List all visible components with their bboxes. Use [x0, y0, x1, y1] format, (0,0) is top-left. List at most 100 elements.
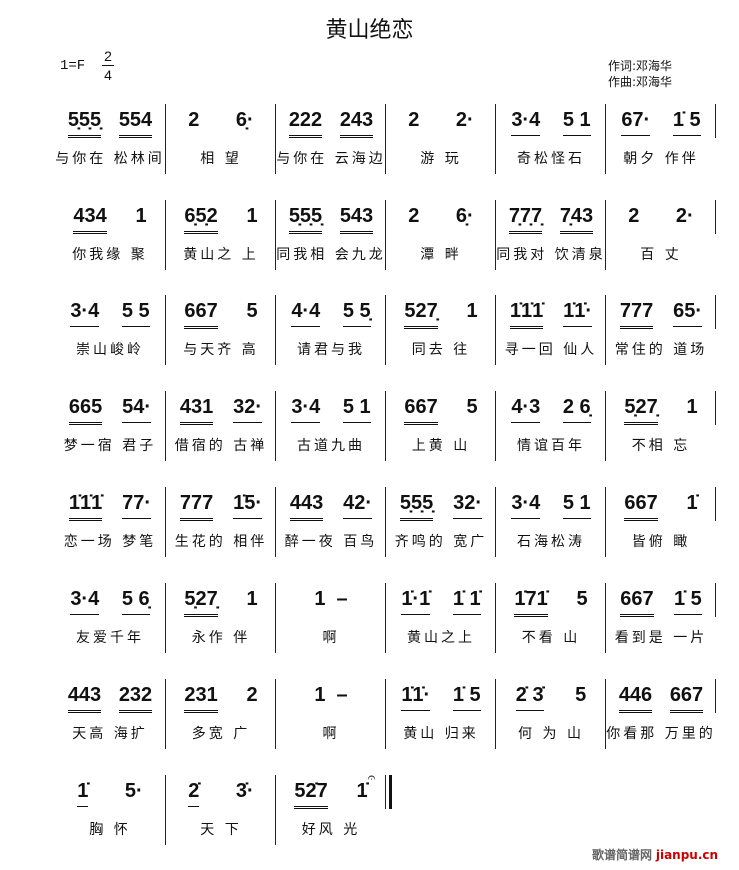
- note-group: 5: [246, 300, 258, 322]
- measure: 1̇ 5· 胸 怀: [55, 775, 165, 845]
- measure-notes: 777 65·: [610, 295, 712, 333]
- note-group: 2: [628, 205, 640, 227]
- measure-notes: 443 232: [59, 679, 161, 717]
- note-group: 32·: [233, 395, 263, 423]
- note-group: 3·4: [511, 491, 541, 519]
- lyric: 百 丈: [640, 247, 682, 263]
- lyric: 游 玩: [420, 151, 462, 167]
- lyric: 黄山之上: [407, 630, 475, 646]
- note-group: 5̣27̣: [184, 587, 218, 617]
- lyric: 啊: [322, 630, 340, 646]
- measure-notes: 3·4 5 6̣: [59, 583, 161, 621]
- measure: 777 1̇5· 生花的 相伴: [165, 487, 276, 557]
- note-group: 2·: [675, 205, 694, 227]
- note-group: 2̇ 3̇: [515, 683, 544, 711]
- measure-notes: 527̣ 1: [390, 295, 492, 333]
- lyric: 朝夕 作伴: [623, 151, 699, 167]
- lyric: 崇山峻岭: [76, 342, 144, 358]
- fraction-line: [102, 65, 114, 66]
- lyric: 好风 光: [301, 822, 361, 838]
- measure: 2̇ 3̇ 5 何 为 山: [495, 679, 606, 749]
- note-group: 5̣27̣: [624, 395, 658, 425]
- lyric: 永作 伴: [191, 630, 251, 646]
- measure: 443 232 天高 海扩: [55, 679, 165, 749]
- lyric: 同去 往: [411, 342, 471, 358]
- measure: 5̣5̣5̣ 32· 齐鸣的 宽广: [385, 487, 496, 557]
- measure: 2̇ 3̇· 天 下: [165, 775, 276, 845]
- watermark-cn: 歌谱简谱网: [592, 848, 653, 862]
- measure: 5̣27̣ 1 不相 忘: [605, 391, 716, 461]
- note-group: 1̇ 5: [452, 683, 481, 711]
- note-group: 5: [576, 588, 588, 610]
- note-group: 67·: [621, 108, 651, 136]
- note-group: 1: [246, 205, 258, 227]
- note-group: 5·: [124, 780, 143, 802]
- note-group: 443: [67, 683, 102, 713]
- measure-notes: 2 6̣·: [170, 104, 272, 142]
- measure-notes: 231 2: [170, 679, 272, 717]
- measure: 527̣ 1 同去 往: [385, 295, 496, 365]
- measure-notes: 3·4 5 1: [500, 104, 602, 142]
- measure: 777 65· 常住的 道场: [605, 295, 716, 365]
- measure-notes: 665 54·: [59, 391, 161, 429]
- note-group: 2·: [455, 109, 474, 131]
- lyric: 上黄 山: [411, 438, 471, 454]
- measure: 3·4 5 1 奇松怪石: [495, 104, 606, 174]
- note-group: 7̣43: [559, 204, 594, 234]
- measure-notes: 1̇·1̇ 1̇ 1̇: [390, 583, 492, 621]
- measure-notes: 5̣5̣5̣ 543: [280, 200, 382, 238]
- fermata-icon: 𝄐: [367, 769, 376, 785]
- note-group: 667: [404, 395, 438, 425]
- note-group: 4·4: [291, 299, 321, 327]
- lyric: 古道九曲: [297, 438, 365, 454]
- note-group: 6̣·: [455, 205, 474, 227]
- note-group: 5 1: [562, 491, 591, 519]
- watermark: 歌谱简谱网 jianpu.cn: [592, 846, 718, 863]
- measure: 52̇7 1̇ 𝄐 好风 光: [275, 769, 386, 845]
- measure: 1̇·1̇ 1̇ 1̇ 黄山之上: [385, 583, 496, 653]
- note-group: 1̇1̇·: [401, 683, 431, 711]
- measure: 2 2· 百 丈: [605, 200, 716, 270]
- measure: 665 54· 梦一宿 君子: [55, 391, 165, 461]
- measure: 3·4 5 1 石海松涛: [495, 487, 606, 557]
- note-group: 222: [288, 108, 323, 138]
- lyric: 奇松怪石: [517, 151, 585, 167]
- measure: 1̇71̇ 5 不看 山: [495, 583, 606, 653]
- composer: 作曲:邓海华: [608, 75, 673, 89]
- lyric: 借宿的 古禅: [174, 438, 268, 454]
- note-group: 1̇1̇1̇: [68, 491, 103, 521]
- note-group: 5̣5̣5̣: [67, 108, 102, 138]
- note-group: 3·4: [291, 395, 321, 423]
- time-signature-top: 2: [104, 48, 112, 64]
- barline: [715, 487, 716, 521]
- note-group: 5: [575, 684, 587, 706]
- lyric: 胸 怀: [89, 822, 131, 838]
- note-group: 777: [179, 491, 214, 521]
- measure-notes: 3·4 5 5: [59, 295, 161, 333]
- measure-notes: 1̇1̇· 1̇ 5: [390, 679, 492, 717]
- lyric: 不看 山: [521, 630, 581, 646]
- lyric: 常住的 道场: [614, 342, 708, 358]
- barline: [715, 104, 716, 138]
- lyric: 与你在 松林间: [55, 151, 165, 167]
- measure: 5̣27̣ 1 永作 伴: [165, 583, 276, 653]
- note-group: 4·3: [511, 395, 541, 423]
- measure-notes: 667 1̇ 5: [610, 583, 712, 621]
- note-group: 543: [339, 204, 374, 234]
- note-group: 2: [408, 205, 420, 227]
- lyric: 看到是 一片: [614, 630, 708, 646]
- measure-notes: 1̇1̇1̇ 77·: [59, 487, 161, 525]
- lyric: 请君与我: [297, 342, 365, 358]
- measure: 2 2· 游 玩: [385, 104, 496, 174]
- note-group: 231: [184, 683, 218, 713]
- measure-notes: 1̇1̇1̇ 1̇1̇·: [500, 295, 602, 333]
- barline: [715, 200, 716, 234]
- measure: 1̇1̇1̇ 1̇1̇· 寻一回 仙人: [495, 295, 606, 365]
- note-group: 1 –: [314, 684, 348, 706]
- lyric: 同我对 饮清泉: [496, 247, 606, 263]
- lyric: 天高 海扩: [72, 726, 148, 742]
- note-group: 1: [466, 300, 478, 322]
- measure: 222 243 与你在 云海边: [275, 104, 386, 174]
- note-group: 5 5̣: [342, 299, 371, 327]
- measure: 67· 1̇ 5 朝夕 作伴: [605, 104, 716, 174]
